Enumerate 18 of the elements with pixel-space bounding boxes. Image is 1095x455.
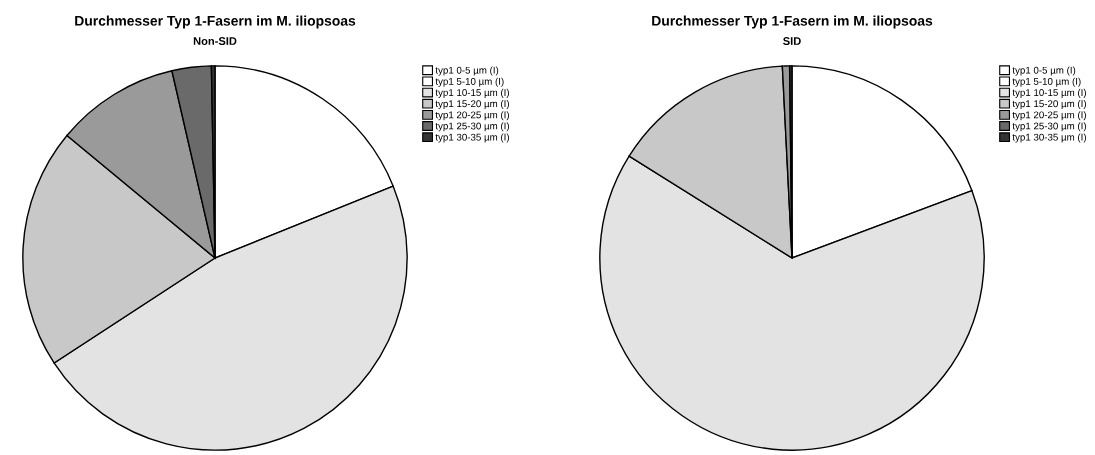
legend-label: typ1 30-35 µm (I): [435, 133, 509, 143]
legend-label: typ1 20-25 µm (I): [435, 111, 509, 121]
legend-label: typ1 25-30 µm (I): [1012, 122, 1086, 132]
legend-label: typ1 30-35 µm (I): [1012, 133, 1086, 143]
legend-label: typ1 25-30 µm (I): [435, 122, 509, 132]
chart-subtitle: SID: [783, 37, 801, 45]
chart-title: Durchmesser Typ 1-Fasern im M. iliopsoas: [652, 15, 933, 29]
legend-label: typ1 15-20 µm (I): [1012, 99, 1086, 110]
legend-label: typ1 10-15 µm (I): [1012, 88, 1086, 98]
legend-label: typ1 5-10 µm (I): [435, 77, 504, 87]
legend-label: typ1 0-5 µm (I): [1012, 66, 1076, 76]
legend-label: typ1 5-10 µm (I): [1012, 77, 1081, 87]
legend-label: typ1 0-5 µm (I): [435, 66, 499, 76]
legend-label: typ1 20-25 µm (I): [1012, 111, 1086, 121]
chart-subtitle: Non-SID: [193, 37, 237, 45]
chart-title: Durchmesser Typ 1-Fasern im M. iliopsoas: [75, 15, 356, 29]
legend-label: typ1 10-15 µm (I): [435, 88, 509, 98]
legend-label: typ1 15-20 µm (I): [435, 99, 509, 110]
